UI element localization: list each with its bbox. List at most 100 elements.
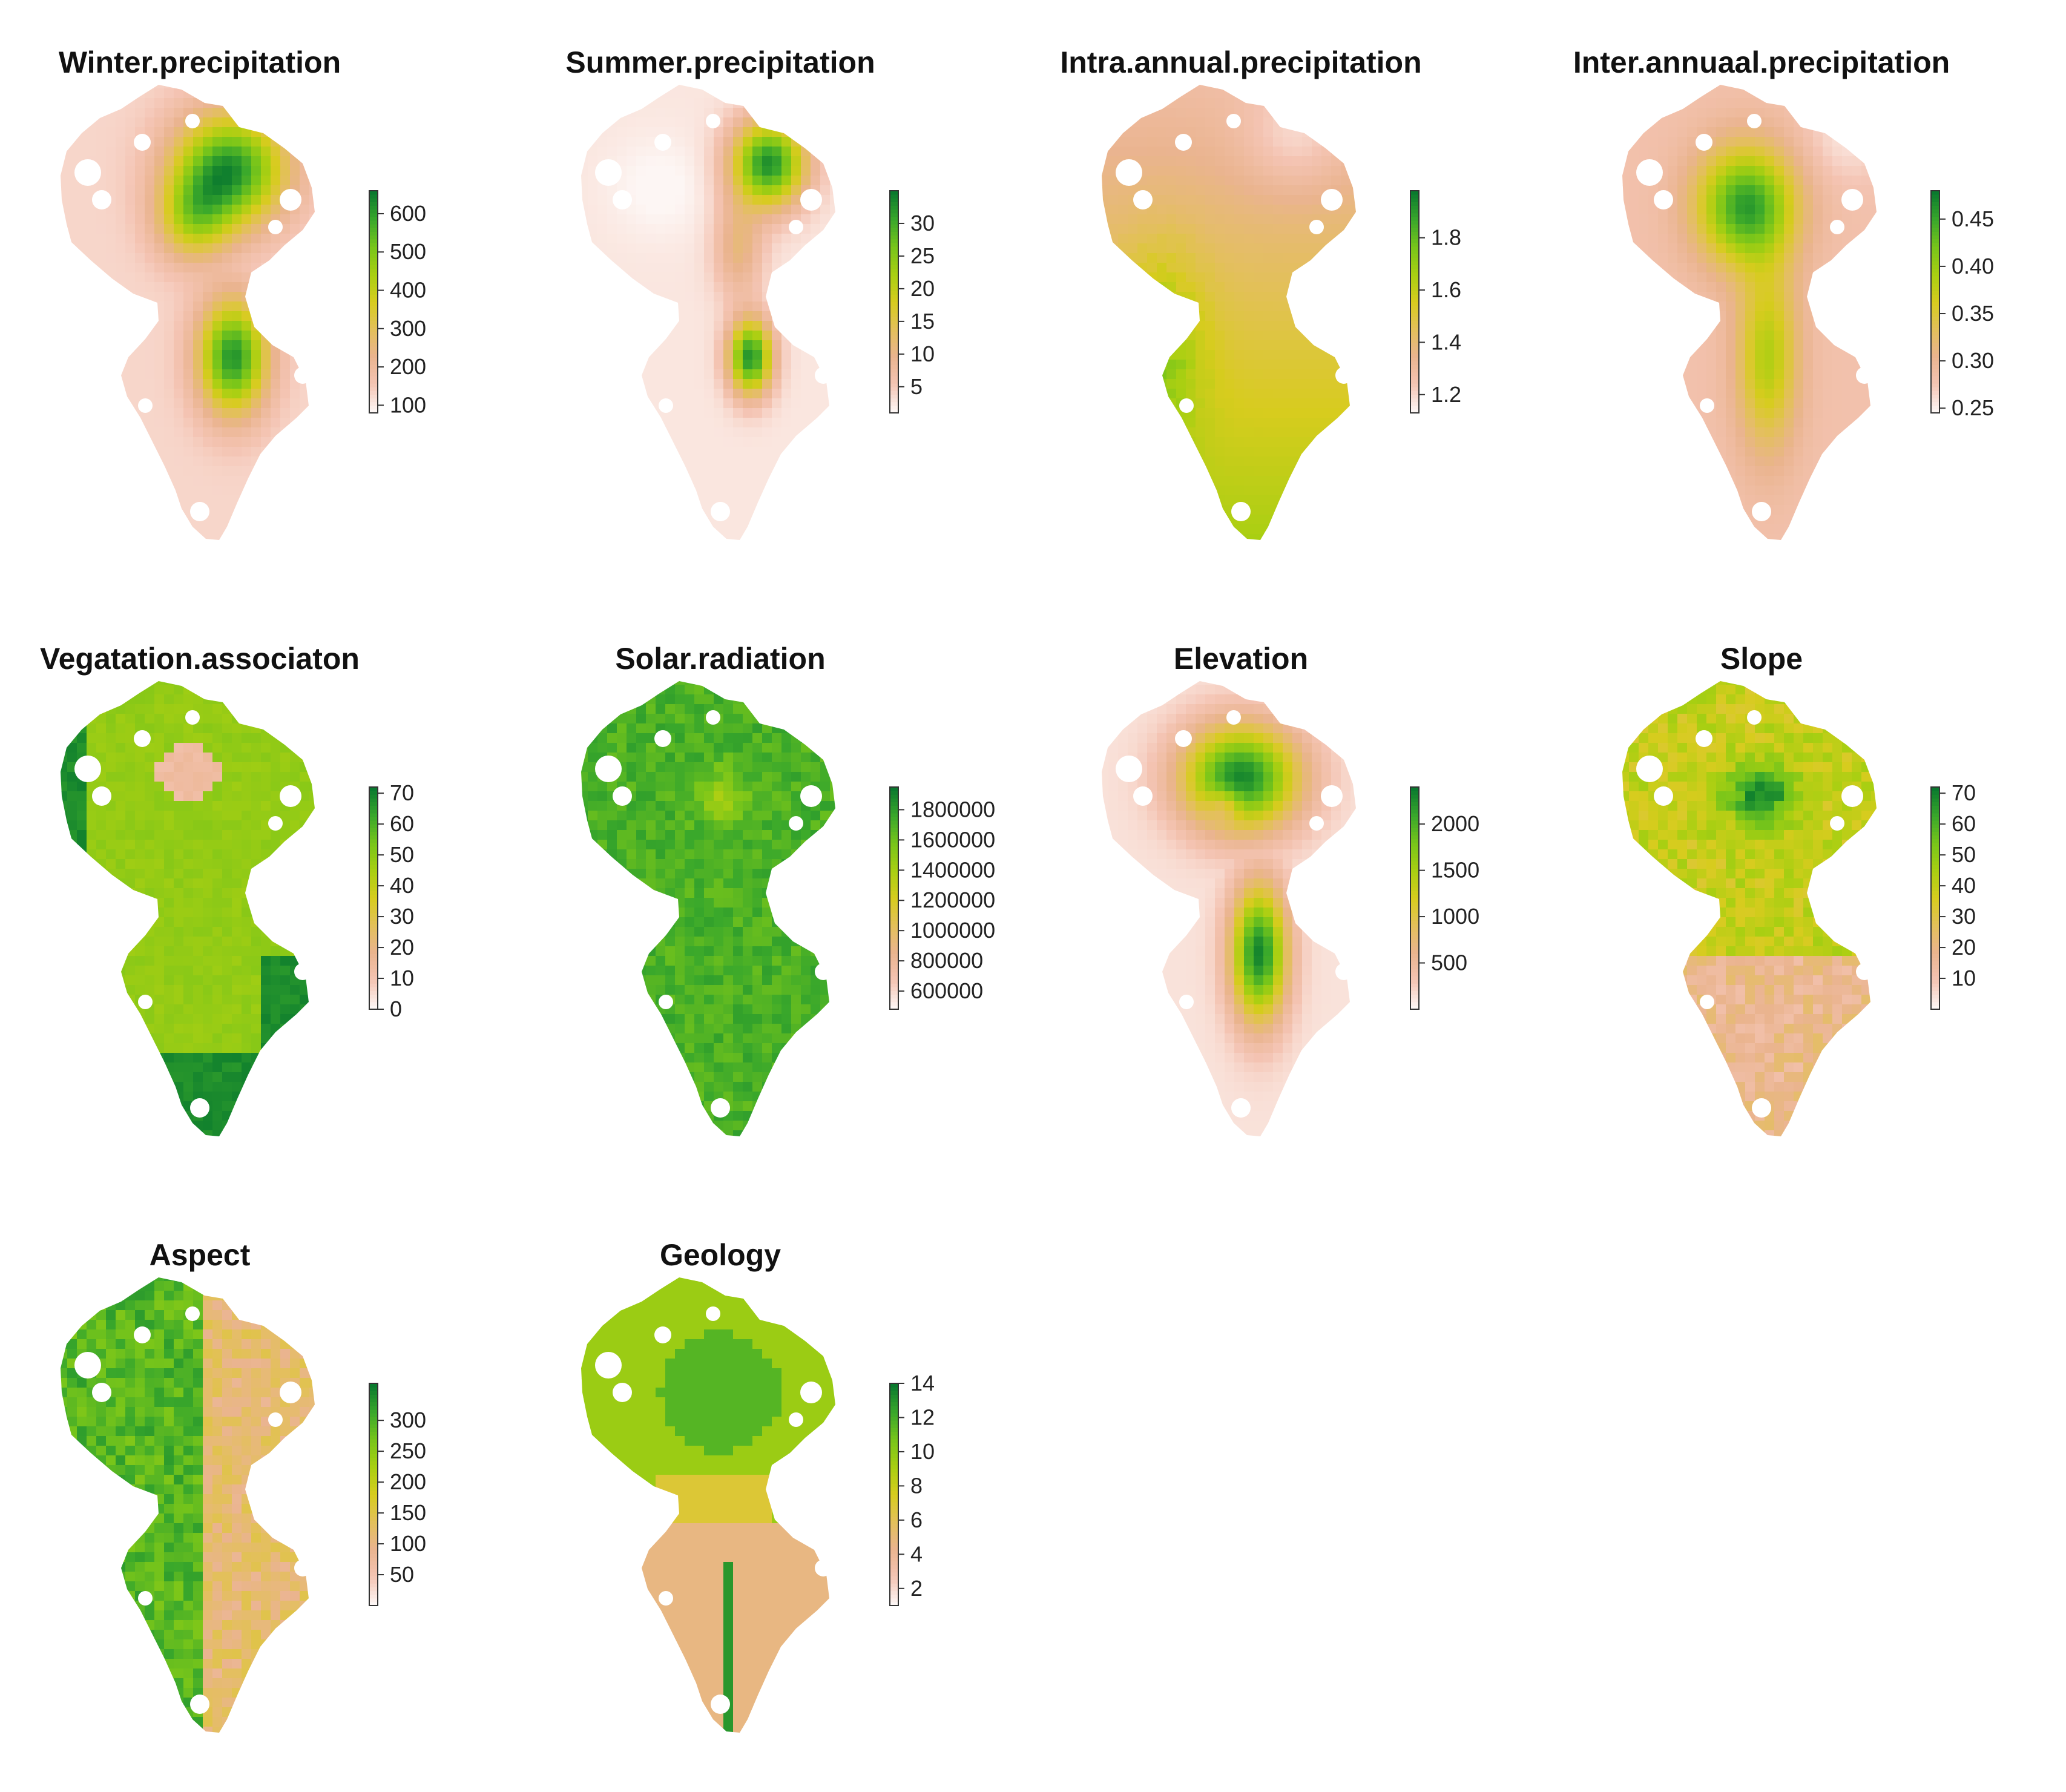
raster-cell — [830, 205, 840, 215]
raster-cell — [1658, 117, 1668, 128]
raster-cell — [1726, 156, 1736, 166]
raster-cell — [1137, 98, 1148, 108]
raster-cell — [183, 166, 194, 176]
raster-cell — [1118, 263, 1128, 273]
raster-cell — [791, 495, 801, 506]
raster-cell — [781, 282, 792, 292]
raster-cell — [772, 466, 782, 476]
raster-cell — [222, 224, 232, 234]
raster-cell — [1108, 127, 1119, 137]
raster-cell — [242, 486, 252, 496]
raster-cell — [1331, 427, 1341, 438]
raster-cell — [675, 185, 685, 196]
raster-cell — [1254, 79, 1264, 89]
raster-cell — [1331, 437, 1341, 447]
raster-cell — [1166, 282, 1177, 292]
raster-cell — [1225, 88, 1235, 99]
raster-cell — [1147, 398, 1157, 409]
raster-cell — [1794, 214, 1804, 225]
raster-cell — [1166, 476, 1177, 486]
raster-cell — [811, 147, 821, 157]
raster-cell — [1186, 486, 1196, 496]
raster-cell — [762, 234, 772, 244]
raster-cell — [1726, 147, 1736, 157]
raster-cell — [280, 544, 291, 554]
raster-cell — [1176, 466, 1186, 476]
raster-cell — [656, 108, 666, 118]
raster-cell — [232, 301, 242, 312]
raster-cell — [58, 534, 68, 544]
raster-cell — [694, 234, 705, 244]
raster-cell — [1321, 515, 1332, 525]
raster-cell — [58, 282, 68, 292]
raster-cell — [290, 437, 300, 447]
raster-cell — [1263, 243, 1274, 254]
raster-cell — [1842, 272, 1852, 283]
raster-cell — [58, 272, 68, 283]
raster-cell — [646, 331, 656, 341]
raster-cell — [1302, 486, 1312, 496]
raster-cell — [743, 456, 753, 467]
raster-cell — [762, 515, 772, 525]
raster-cell — [714, 98, 724, 108]
raster-cell — [1861, 224, 1872, 234]
raster-cell — [1166, 166, 1177, 176]
raster-cell — [656, 117, 666, 128]
raster-cell — [733, 88, 743, 99]
raster-cell — [1832, 117, 1843, 128]
raster-cell — [1716, 263, 1726, 273]
raster-cell — [67, 476, 77, 486]
raster-cell — [96, 379, 107, 389]
raster-cell — [1312, 534, 1322, 544]
raster-cell — [116, 253, 126, 263]
raster-cell — [1254, 117, 1264, 128]
raster-cell — [1629, 253, 1639, 263]
legend-swatch — [890, 209, 898, 214]
raster-cell — [1765, 292, 1775, 302]
raster-cell — [811, 301, 821, 312]
raster-cell — [271, 437, 281, 447]
raster-cell — [743, 369, 753, 380]
raster-cell — [607, 117, 617, 128]
raster-cell — [193, 360, 203, 370]
raster-cell — [597, 476, 608, 486]
raster-cell — [588, 147, 598, 157]
raster-cell — [222, 108, 232, 118]
raster-cell — [261, 437, 271, 447]
raster-cell — [685, 98, 695, 108]
raster-cell — [77, 534, 87, 544]
raster-cell — [617, 534, 627, 544]
raster-cell — [733, 272, 743, 283]
raster-cell — [781, 534, 792, 544]
raster-cell — [174, 534, 184, 544]
raster-cell — [752, 88, 763, 99]
raster-cell — [58, 214, 68, 225]
raster-cell — [174, 88, 184, 99]
raster-cell — [781, 117, 792, 128]
raster-cell — [1687, 185, 1697, 196]
raster-cell — [830, 98, 840, 108]
raster-cell — [96, 214, 107, 225]
raster-cell — [694, 427, 705, 438]
raster-cell — [820, 427, 831, 438]
raster-cell — [704, 243, 714, 254]
raster-cell — [1147, 534, 1157, 544]
raster-cell — [1745, 282, 1755, 292]
raster-cell — [125, 243, 136, 254]
raster-cell — [1157, 195, 1167, 205]
raster-cell — [714, 437, 724, 447]
raster-cell — [1273, 418, 1283, 428]
legend-swatch — [890, 339, 898, 343]
raster-cell — [1619, 166, 1630, 176]
raster-cell — [665, 495, 676, 506]
raster-cell — [1794, 147, 1804, 157]
raster-cell — [309, 108, 320, 118]
raster-cell — [154, 282, 165, 292]
raster-cell — [1321, 117, 1332, 128]
raster-cell — [271, 282, 281, 292]
raster-cell — [1842, 253, 1852, 263]
raster-cell — [578, 185, 588, 196]
raster-cell — [772, 224, 782, 234]
raster-cell — [203, 176, 213, 186]
raster-cell — [1273, 486, 1283, 496]
